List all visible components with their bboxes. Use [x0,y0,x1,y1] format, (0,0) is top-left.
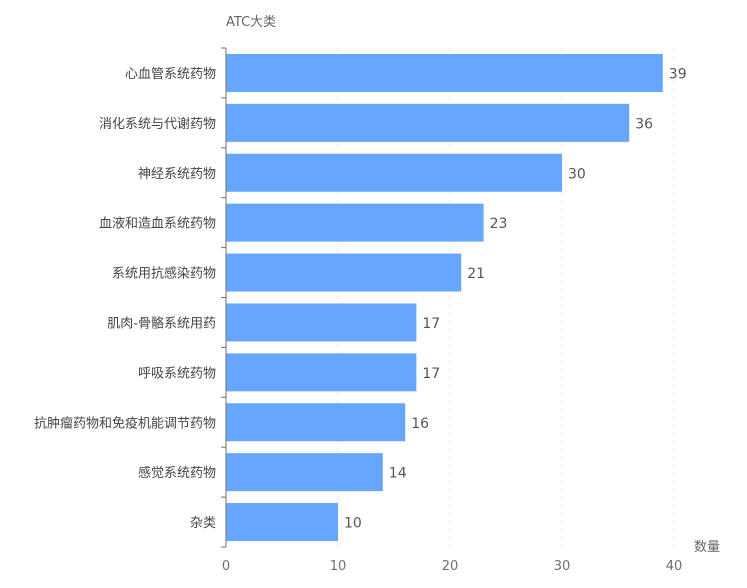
bar-8[interactable] [226,453,383,492]
bar-4[interactable] [226,253,462,292]
category-label-3: 血液和造血系统药物 [99,217,216,232]
bar-6[interactable] [226,353,417,392]
value-label-7: 16 [411,416,429,432]
x-tick-label-4: 40 [666,559,683,574]
category-label-9: 杂类 [190,516,216,531]
category-label-1: 消化系统与代谢药物 [99,116,216,132]
axes [221,47,227,548]
category-label-8: 感觉系统药物 [138,465,216,481]
value-label-3: 23 [490,216,508,232]
category-label-0: 心血管系统药物 [125,67,216,82]
value-label-9: 10 [344,516,362,532]
x-tick-label-2: 20 [442,559,459,574]
y-axis-title: ATC大类 [226,15,276,30]
bars [226,53,663,542]
bar-3[interactable] [226,203,484,242]
value-label-5: 17 [422,316,440,332]
x-axis-title: 数量 [694,540,720,555]
category-label-5: 肌肉-骨骼系统用药 [107,315,216,331]
value-label-6: 17 [422,366,440,382]
bar-2[interactable] [226,153,563,192]
category-label-6: 呼吸系统药物 [138,366,216,381]
category-label-2: 神经系统药物 [138,167,216,182]
bar-5[interactable] [226,303,417,342]
x-tick-label-3: 30 [554,559,571,574]
bar-1[interactable] [226,103,630,142]
value-label-0: 39 [669,66,687,82]
bar-0[interactable] [226,53,663,92]
category-label-4: 系统用抗感染药物 [112,266,216,282]
category-label-7: 抗肿瘤药物和免疫机能调节药物 [34,415,216,431]
value-label-8: 14 [389,466,407,482]
bar-7[interactable] [226,403,406,442]
value-label-2: 30 [568,166,586,182]
x-tick-label-1: 10 [330,559,347,574]
value-label-4: 21 [467,266,485,282]
bar-9[interactable] [226,503,339,542]
x-tick-label-0: 0 [222,559,230,574]
value-label-1: 36 [635,116,653,132]
labels: 0 10 20 30 40 心血管系统药物 39 消化系统与代谢药物 36 神经系统药物 30 血液和… [34,66,687,574]
